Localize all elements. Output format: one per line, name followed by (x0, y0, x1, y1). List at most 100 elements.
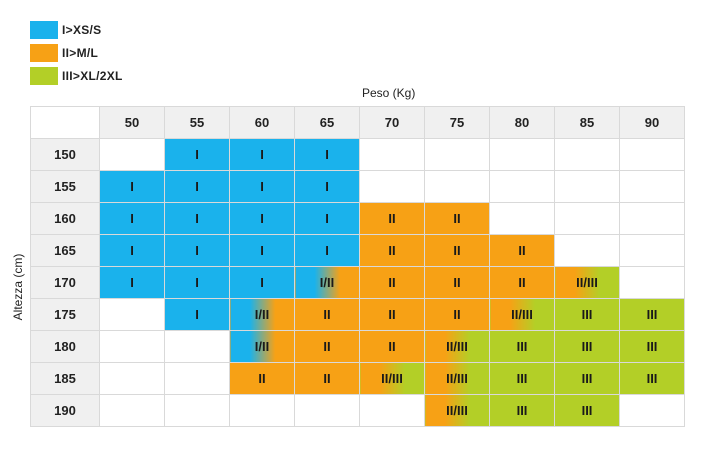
size-cell-155-70 (359, 170, 425, 203)
size-cell-170-55: I (164, 266, 230, 299)
size-cell-155-80 (489, 170, 555, 203)
table-row: 155 I I I I (30, 170, 685, 203)
table-row: 180 I/II II II II/III III III III (30, 330, 685, 363)
size-cell-185-70: II/III (359, 362, 425, 395)
weight-header-90: 90 (619, 106, 685, 139)
size-cell-190-80: III (489, 394, 555, 427)
size-cell-155-75 (424, 170, 490, 203)
height-header-180: 180 (30, 330, 100, 363)
size-cell-175-55: I (164, 298, 230, 331)
size-cell-150-80 (489, 138, 555, 171)
size-cell-190-90 (619, 394, 685, 427)
size-cell-180-65: II (294, 330, 360, 363)
size-cell-190-85: III (554, 394, 620, 427)
size-cell-175-60: I/II (229, 298, 295, 331)
weight-header-65: 65 (294, 106, 360, 139)
size-cell-165-65: I (294, 234, 360, 267)
size-cell-185-60: II (229, 362, 295, 395)
size-cell-160-55: I (164, 202, 230, 235)
size-cell-180-75: II/III (424, 330, 490, 363)
size-cell-190-70 (359, 394, 425, 427)
size-cell-165-85 (554, 234, 620, 267)
weight-header-75: 75 (424, 106, 490, 139)
size-cell-165-70: II (359, 234, 425, 267)
size-cell-150-90 (619, 138, 685, 171)
size-cell-155-65: I (294, 170, 360, 203)
size-cell-185-50 (99, 362, 165, 395)
x-axis-title: Peso (Kg) (362, 86, 416, 100)
height-header-190: 190 (30, 394, 100, 427)
legend-label: III>XL/2XL (62, 69, 123, 83)
size-cell-185-65: II (294, 362, 360, 395)
size-cell-180-60: I/II (229, 330, 295, 363)
size-cell-185-55 (164, 362, 230, 395)
weight-header-50: 50 (99, 106, 165, 139)
legend-item-size-3: III>XL/2XL (30, 66, 123, 86)
size-cell-185-90: III (619, 362, 685, 395)
size-cell-190-60 (229, 394, 295, 427)
legend-label: II>M/L (62, 46, 99, 60)
size-cell-165-60: I (229, 234, 295, 267)
size-cell-180-50 (99, 330, 165, 363)
table-row: 170 I I I I/II II II II II/III (30, 266, 685, 299)
size-cell-155-50: I (99, 170, 165, 203)
size-cell-185-80: III (489, 362, 555, 395)
size-cell-150-65: I (294, 138, 360, 171)
height-header-170: 170 (30, 266, 100, 299)
table-row: 175 I I/II II II II II/III III III (30, 298, 685, 331)
size-cell-165-80: II (489, 234, 555, 267)
size-cell-150-50 (99, 138, 165, 171)
size-cell-180-85: III (554, 330, 620, 363)
size-cell-185-75: II/III (424, 362, 490, 395)
size-cell-190-75: II/III (424, 394, 490, 427)
size-cell-175-85: III (554, 298, 620, 331)
y-axis-title: Altezza (cm) (11, 253, 25, 321)
size-cell-180-90: III (619, 330, 685, 363)
size-cell-150-55: I (164, 138, 230, 171)
size-cell-150-70 (359, 138, 425, 171)
weight-header-60: 60 (229, 106, 295, 139)
legend-swatch-blue (30, 21, 58, 39)
size-cell-190-65 (294, 394, 360, 427)
legend-swatch-orange (30, 44, 58, 62)
size-cell-170-80: II (489, 266, 555, 299)
height-header-175: 175 (30, 298, 100, 331)
size-cell-160-65: I (294, 202, 360, 235)
size-cell-155-90 (619, 170, 685, 203)
legend-item-size-2: II>M/L (30, 43, 123, 63)
table-row: 150 I I I (30, 138, 685, 171)
size-cell-185-85: III (554, 362, 620, 395)
weight-header-80: 80 (489, 106, 555, 139)
weight-header-85: 85 (554, 106, 620, 139)
table-row: 160 I I I I II II (30, 202, 685, 235)
size-cell-150-60: I (229, 138, 295, 171)
size-cell-180-70: II (359, 330, 425, 363)
legend-label: I>XS/S (62, 23, 102, 37)
size-cell-160-50: I (99, 202, 165, 235)
size-cell-150-75 (424, 138, 490, 171)
height-header-150: 150 (30, 138, 100, 171)
size-cell-170-70: II (359, 266, 425, 299)
size-cell-160-60: I (229, 202, 295, 235)
size-cell-155-60: I (229, 170, 295, 203)
size-cell-170-50: I (99, 266, 165, 299)
table-row: 185 II II II/III II/III III III III (30, 362, 685, 395)
size-cell-175-75: II (424, 298, 490, 331)
size-cell-170-75: II (424, 266, 490, 299)
table-row: 190 II/III III III (30, 394, 685, 427)
size-cell-180-55 (164, 330, 230, 363)
table-row: 165 I I I I II II II (30, 234, 685, 267)
corner-cell (30, 106, 100, 139)
size-cell-150-85 (554, 138, 620, 171)
legend: I>XS/S II>M/L III>XL/2XL (30, 20, 123, 89)
size-cell-180-80: III (489, 330, 555, 363)
size-cell-160-70: II (359, 202, 425, 235)
size-cell-165-55: I (164, 234, 230, 267)
size-cell-165-75: II (424, 234, 490, 267)
weight-header-55: 55 (164, 106, 230, 139)
size-cell-175-65: II (294, 298, 360, 331)
size-cell-170-65: I/II (294, 266, 360, 299)
size-cell-155-55: I (164, 170, 230, 203)
height-header-185: 185 (30, 362, 100, 395)
size-cell-155-85 (554, 170, 620, 203)
